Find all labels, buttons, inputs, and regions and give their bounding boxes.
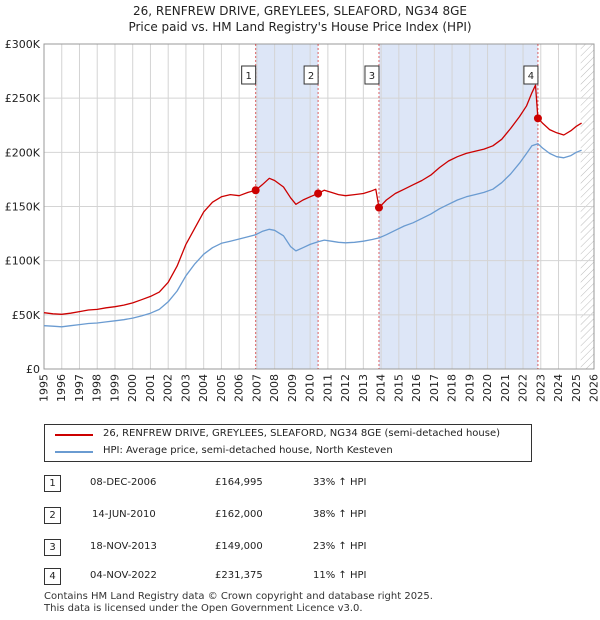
footer-licence: This data is licensed under the Open Gov…	[44, 603, 363, 614]
plot-frame	[43, 43, 595, 370]
sale-marker-box	[303, 65, 319, 85]
transaction-hpi: 11% ↑ HPI	[313, 570, 367, 581]
transaction-price: £162,000	[215, 509, 263, 520]
sale-marker-label: 4	[528, 71, 534, 82]
x-tick-label: 2015	[392, 374, 405, 402]
sale-marker-box	[241, 65, 257, 85]
x-tick-label: 2011	[321, 374, 334, 402]
y-tick-label: £0	[26, 363, 40, 376]
x-tick-label: 2023	[534, 374, 547, 402]
legend-label-hpi: HPI: Average price, semi-detached house,…	[103, 445, 393, 456]
x-tick-label: 2019	[463, 374, 476, 402]
sale-point	[251, 186, 260, 195]
legend: 26, RENFREW DRIVE, GREYLEES, SLEAFORD, N…	[44, 424, 532, 462]
sale-marker-box	[523, 65, 539, 85]
x-tick-label: 2012	[339, 374, 352, 402]
x-tick-label: 2016	[410, 374, 423, 402]
x-tick-label: 1997	[73, 374, 86, 402]
y-tick-label: £250K	[5, 92, 41, 105]
sale-point	[314, 189, 323, 198]
price-chart: 1 2 3 4 £0 £50K £100K £150K £200K £250K £300K 1995 1…	[5, 38, 600, 402]
legend-label-property: 26, RENFREW DRIVE, GREYLEES, SLEAFORD, N…	[103, 428, 501, 439]
transaction-number-badge: 3	[44, 539, 61, 556]
hpi-line	[43, 143, 582, 328]
chart-title: 26, RENFREW DRIVE, GREYLEES, SLEAFORD, N…	[132, 4, 467, 18]
y-tick-label: £200K	[5, 146, 41, 159]
x-tick-label: 2021	[499, 374, 512, 402]
y-tick-label: £300K	[5, 38, 41, 51]
x-tick-label: 2014	[375, 374, 388, 402]
transaction-price: £164,995	[215, 477, 263, 488]
x-tick-label: 2018	[446, 374, 459, 402]
x-tick-label: 2022	[517, 374, 530, 402]
sale-marker-label: 1	[245, 71, 251, 82]
x-tick-label: 2009	[286, 374, 299, 402]
x-tick-label: 2007	[250, 374, 263, 402]
sale-point	[533, 114, 542, 123]
x-tick-label: 2020	[481, 374, 494, 402]
y-tick-label: £150K	[5, 201, 41, 214]
x-tick-label: 2003	[179, 374, 192, 402]
x-tick-label: 1995	[38, 374, 51, 402]
blue-line-swatch	[55, 451, 93, 453]
sale-marker-label: 3	[369, 71, 375, 82]
y-tick-label: £100K	[5, 255, 41, 268]
x-tick-label: 2000	[126, 374, 139, 402]
sale-marker-box	[364, 65, 380, 85]
x-tick-label: 1996	[55, 374, 68, 402]
x-tick-label: 2010	[304, 374, 317, 402]
transaction-price: £231,375	[215, 570, 263, 581]
transaction-hpi: 23% ↑ HPI	[313, 541, 367, 552]
x-tick-label: 2013	[357, 374, 370, 402]
x-tick-label: 2006	[233, 374, 246, 402]
transaction-date: 18-NOV-2013	[90, 541, 157, 552]
red-line-swatch	[55, 434, 93, 436]
x-tick-label: 2026	[588, 374, 600, 402]
x-tick-label: 2017	[428, 374, 441, 402]
transaction-date: 14-JUN-2010	[92, 509, 156, 520]
x-tick-label: 2025	[570, 374, 583, 402]
x-tick-label: 2024	[552, 374, 565, 402]
x-tick-label: 2008	[268, 374, 281, 402]
transaction-date: 04-NOV-2022	[90, 570, 157, 581]
transaction-number-badge: 2	[44, 507, 61, 524]
x-tick-label: 2004	[197, 374, 210, 402]
x-tick-label: 1998	[91, 374, 104, 402]
transaction-number-badge: 1	[44, 475, 61, 492]
chart-subtitle: Price paid vs. HM Land Registry's House …	[128, 20, 472, 34]
x-tick-label: 2001	[144, 374, 157, 402]
transaction-price: £149,000	[215, 541, 263, 552]
sale-point	[374, 203, 383, 212]
y-tick-label: £50K	[12, 309, 41, 322]
transaction-date: 08-DEC-2006	[90, 477, 157, 488]
footer-copyright: Contains HM Land Registry data © Crown c…	[44, 591, 433, 602]
transaction-hpi: 33% ↑ HPI	[313, 477, 367, 488]
x-tick-label: 1999	[108, 374, 121, 402]
sale-marker-label: 2	[308, 71, 314, 82]
transaction-number-badge: 4	[44, 568, 61, 585]
x-tick-label: 2002	[162, 374, 175, 402]
x-tick-label: 2005	[215, 374, 228, 402]
transaction-hpi: 38% ↑ HPI	[313, 509, 367, 520]
price-paid-line	[43, 84, 582, 315]
